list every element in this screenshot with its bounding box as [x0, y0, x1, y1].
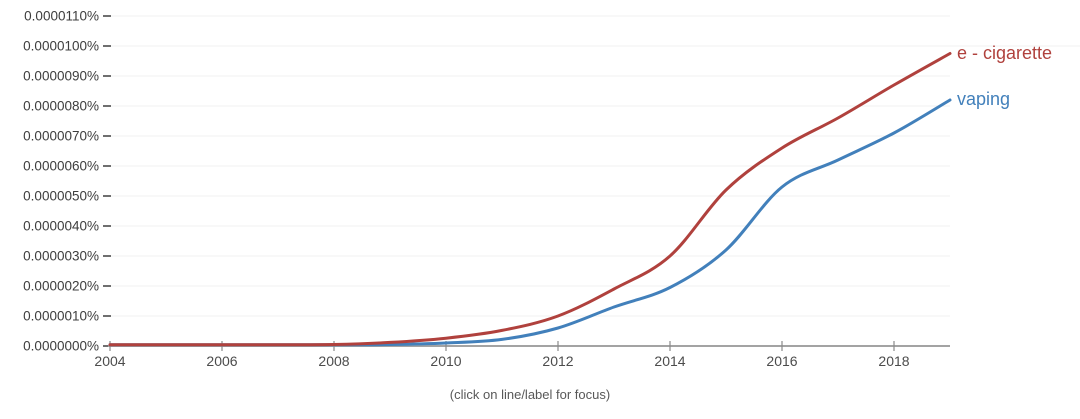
- x-axis-label: 2010: [430, 353, 461, 369]
- x-axis-label: 2018: [878, 353, 909, 369]
- y-axis-label: 0.0000090%: [23, 69, 99, 84]
- chart-caption: (click on line/label for focus): [449, 387, 611, 402]
- series-label-vaping[interactable]: vaping: [957, 89, 1011, 109]
- y-axis-label: 0.0000020%: [23, 279, 99, 294]
- y-axis-label: 0.0000100%: [23, 39, 99, 54]
- y-axis-label: 0.0000110%: [24, 9, 99, 24]
- x-axis-label: 2016: [766, 353, 797, 369]
- x-axis-label: 2008: [318, 353, 349, 369]
- y-axis-label: 0.0000060%: [23, 159, 99, 174]
- x-axis-label: 2012: [542, 353, 573, 369]
- y-axis-label: 0.0000010%: [23, 309, 99, 324]
- x-axis-label: 2006: [206, 353, 237, 369]
- series-line-vaping[interactable]: [108, 98, 952, 347]
- series-line-e-cigarette[interactable]: [108, 52, 952, 347]
- y-axis-label: 0.0000050%: [23, 189, 99, 204]
- x-axis-label: 2014: [654, 353, 685, 369]
- y-axis-label: 0.0000030%: [23, 249, 99, 264]
- y-axis-label: 0.0000070%: [23, 129, 99, 144]
- y-axis-label: 0.0000040%: [23, 219, 99, 234]
- series-label-e-cigarette[interactable]: e - cigarette: [957, 42, 1053, 63]
- y-axis-label: 0.0000080%: [23, 99, 99, 114]
- x-axis-label: 2004: [94, 353, 125, 369]
- y-axis-label: 0.0000000%: [23, 339, 99, 354]
